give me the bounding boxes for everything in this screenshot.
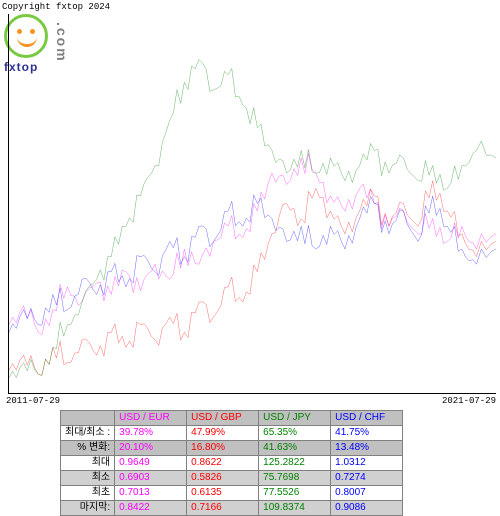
table-cell: 77.5526: [259, 486, 331, 501]
table-cell: 0.8422: [115, 501, 187, 516]
table-cell: 41.63%: [259, 441, 331, 456]
table-cell: 0.9649: [115, 456, 187, 471]
table-col-header: USD / EUR: [115, 411, 187, 426]
table-col-header: USD / GBP: [187, 411, 259, 426]
table-cell: 0.5826: [187, 471, 259, 486]
copyright-text: Copyright fxtop 2024: [2, 2, 110, 12]
table-row-label: % 변화:: [61, 441, 115, 456]
series-line-usdchf: [9, 195, 496, 332]
table-row-label: 최대/최소 :: [61, 426, 115, 441]
currency-stats-table: USD / EURUSD / GBPUSD / JPYUSD / CHF 최대/최…: [60, 410, 403, 516]
table-row-label: 최소: [61, 471, 115, 486]
table-row-label: 최초: [61, 486, 115, 501]
table-cell: 20.10%: [115, 441, 187, 456]
table-cell: 125.2822: [259, 456, 331, 471]
table-cell: 16.80%: [187, 441, 259, 456]
table-cell: 75.7698: [259, 471, 331, 486]
series-line-usdeur: [9, 153, 496, 334]
table-cell: 0.7274: [331, 471, 403, 486]
table-cell: 65.35%: [259, 426, 331, 441]
series-line-usdjpy: [9, 59, 496, 377]
table-cell: 109.8374: [259, 501, 331, 516]
table-cell: 39.78%: [115, 426, 187, 441]
table-cell: 0.8007: [331, 486, 403, 501]
table-cell: 13.48%: [331, 441, 403, 456]
table-cell: 0.6903: [115, 471, 187, 486]
table-cell: 47.99%: [187, 426, 259, 441]
series-line-usdgbp: [9, 181, 496, 376]
table-cell: 1.0312: [331, 456, 403, 471]
table-row-label: 최대: [61, 456, 115, 471]
table-cell: 0.7166: [187, 501, 259, 516]
table-cell: 0.9086: [331, 501, 403, 516]
currency-line-chart: [8, 14, 496, 394]
table-corner: [61, 411, 115, 426]
table-cell: 41.75%: [331, 426, 403, 441]
table-cell: 0.8622: [187, 456, 259, 471]
table-cell: 0.6135: [187, 486, 259, 501]
table-col-header: USD / CHF: [331, 411, 403, 426]
table-row-label: 마지막:: [61, 501, 115, 516]
table-col-header: USD / JPY: [259, 411, 331, 426]
table-cell: 0.7013: [115, 486, 187, 501]
x-axis-end-date: 2021-07-29: [442, 396, 496, 406]
x-axis-start-date: 2011-07-29: [6, 396, 60, 406]
